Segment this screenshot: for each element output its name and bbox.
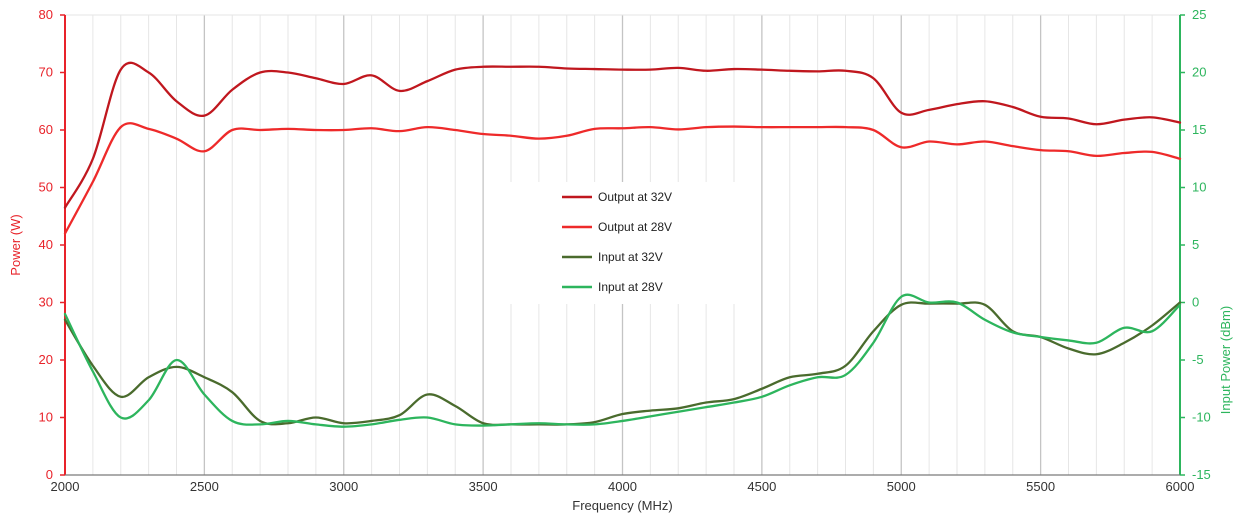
x-tick-label: 5000 (887, 479, 916, 494)
legend-label: Output at 32V (598, 190, 672, 204)
left-y-tick-label: 20 (39, 352, 53, 367)
x-tick-label: 2500 (190, 479, 219, 494)
right-y-tick-label: -15 (1192, 467, 1211, 482)
x-tick-label: 6000 (1166, 479, 1195, 494)
left-y-tick-label: 10 (39, 410, 53, 425)
x-tick-label: 4500 (747, 479, 776, 494)
series-lines (63, 61, 1182, 428)
left-y-tick-label: 60 (39, 122, 53, 137)
right-y-tick-label: -5 (1192, 352, 1204, 367)
right-y-tick-label: 15 (1192, 122, 1206, 137)
x-axis-title: Frequency (MHz) (572, 498, 672, 513)
legend-label: Input at 32V (598, 250, 663, 264)
left-y-tick-label: 70 (39, 65, 53, 80)
x-tick-label: 3000 (329, 479, 358, 494)
x-tick-label: 2000 (51, 479, 80, 494)
x-tick-label: 3500 (469, 479, 498, 494)
right-y-tick-label: 20 (1192, 65, 1206, 80)
legend-label: Output at 28V (598, 220, 672, 234)
series-line-output-at-28v (63, 122, 1182, 235)
left-y-axis-title: Power (W) (8, 214, 23, 275)
right-y-tick-label: 25 (1192, 7, 1206, 22)
left-y-tick-label: 40 (39, 237, 53, 252)
legend-label: Input at 28V (598, 280, 663, 294)
left-y-tick-label: 50 (39, 180, 53, 195)
left-y-tick-label: 0 (46, 467, 53, 482)
right-y-tick-label: 0 (1192, 295, 1199, 310)
right-y-tick-label: -10 (1192, 410, 1211, 425)
series-line-input-at-28v (63, 293, 1182, 428)
right-y-tick-label: 5 (1192, 237, 1199, 252)
left-y-tick-label: 80 (39, 7, 53, 22)
legend-box (490, 182, 752, 304)
right-y-axis-title: Input Power (dBm) (1218, 306, 1233, 414)
left-y-tick-label: 30 (39, 295, 53, 310)
series-line-input-at-32v (63, 301, 1182, 427)
right-y-tick-label: 10 (1192, 180, 1206, 195)
tick-labels: 0 10 20 30 40 50 60 70 80 -15 -10 -5 0 5 10 15 20 25 2000 2… (39, 7, 1211, 494)
x-tick-label: 4000 (608, 479, 637, 494)
series-line-output-at-32v (63, 61, 1182, 209)
axes (60, 14, 1185, 476)
x-tick-label: 5500 (1026, 479, 1055, 494)
legend: Output at 32V Output at 28V Input at 32V In… (490, 182, 752, 304)
